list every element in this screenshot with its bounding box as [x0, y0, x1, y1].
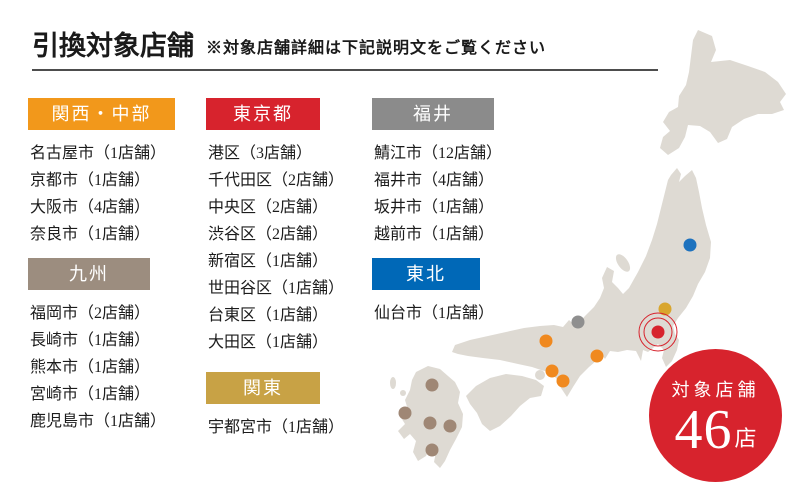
store-item: 仙台市（1店舗）	[374, 305, 495, 322]
region-header-kansai-chubu: 関西・中部	[28, 98, 175, 130]
map-marker	[539, 334, 553, 348]
map-marker	[651, 325, 665, 339]
store-item: 中央区（2店舗）	[208, 199, 329, 216]
map-marker	[423, 416, 437, 430]
store-item: 熊本市（1店舗）	[30, 359, 151, 376]
store-list-kyushu: 福岡市（2店舗） 長崎市（1店舗） 熊本市（1店舗） 宮崎市（1店舗） 鹿児島市（1店舗…	[30, 300, 178, 435]
map-sado-island	[615, 254, 631, 272]
store-item: 台東区（1店舗）	[208, 307, 329, 324]
region-section-kansai-chubu: 関西・中部 名古屋市（1店舗） 京都市（1店舗） 大阪市（4店舗） 奈良市（1店舗）	[28, 98, 178, 248]
map-marker	[683, 238, 697, 252]
region-section-tohoku: 東北 仙台市（1店舗）	[372, 258, 522, 327]
store-item: 新宿区（1店舗）	[208, 253, 329, 270]
total-badge-count-row: 46店	[649, 402, 782, 458]
store-item: 渋谷区（2店舗）	[208, 226, 329, 243]
store-item: 奈良市（1店舗）	[30, 226, 151, 243]
map-hokkaido	[660, 30, 786, 155]
store-item: 長崎市（1店舗）	[30, 332, 151, 349]
store-list-tokyo: 港区（3店舗） 千代田区（2店舗） 中央区（2店舗） 渋谷区（2店舗） 新宿区（1店舗）…	[208, 140, 371, 356]
map-tsushima-island	[390, 377, 396, 389]
region-section-kanto: 関東 宇都宮市（1店舗）	[206, 372, 371, 441]
store-list-kansai-chubu: 名古屋市（1店舗） 京都市（1店舗） 大阪市（4店舗） 奈良市（1店舗）	[30, 140, 178, 248]
map-awaji-island	[535, 370, 545, 380]
map-marker	[425, 443, 439, 457]
store-item: 千代田区（2店舗）	[208, 172, 345, 189]
store-item: 港区（3店舗）	[208, 145, 313, 162]
region-header-fukui: 福井	[372, 98, 494, 130]
total-badge: 対象店舗 46店	[649, 349, 782, 482]
store-item: 坂井市（1店舗）	[374, 199, 495, 216]
region-header-tohoku: 東北	[372, 258, 480, 290]
store-item: 福井市（4店舗）	[374, 172, 495, 189]
map-marker	[443, 419, 457, 433]
map-marker	[590, 349, 604, 363]
store-list-tohoku: 仙台市（1店舗）	[374, 300, 522, 327]
store-item: 名古屋市（1店舗）	[30, 145, 167, 162]
map-marker	[545, 364, 559, 378]
store-item: 京都市（1店舗）	[30, 172, 151, 189]
page-title-note: ※対象店舗詳細は下記説明文をご覧ください	[206, 40, 547, 57]
store-item: 大田区（1店舗）	[208, 334, 329, 351]
store-item: 鯖江市（12店舗）	[374, 145, 503, 162]
map-markers	[380, 20, 800, 500]
store-item: 大阪市（4店舗）	[30, 199, 151, 216]
title-row: 引換対象店舗 ※対象店舗詳細は下記説明文をご覧ください	[32, 24, 546, 63]
total-badge-label: 対象店舗	[671, 380, 760, 400]
region-header-kyushu: 九州	[28, 258, 150, 290]
page-title: 引換対象店舗	[32, 31, 194, 61]
map-marker-ripple-ring	[638, 312, 678, 352]
japan-map	[380, 20, 800, 500]
store-item: 世田谷区（1店舗）	[208, 280, 345, 297]
map-marker	[658, 302, 672, 316]
store-item: 福岡市（2店舗）	[30, 305, 151, 322]
map-iki-island	[400, 390, 406, 396]
region-section-fukui: 福井 鯖江市（12店舗） 福井市（4店舗） 坂井市（1店舗） 越前市（1店舗）	[372, 98, 522, 248]
store-list-kanto: 宇都宮市（1店舗）	[208, 414, 371, 441]
store-list-fukui: 鯖江市（12店舗） 福井市（4店舗） 坂井市（1店舗） 越前市（1店舗）	[374, 140, 522, 248]
map-marker	[398, 406, 412, 420]
region-section-kyushu: 九州 福岡市（2店舗） 長崎市（1店舗） 熊本市（1店舗） 宮崎市（1店舗） 鹿児島市（…	[28, 258, 178, 435]
store-item: 宮崎市（1店舗）	[30, 386, 151, 403]
store-item: 鹿児島市（1店舗）	[30, 413, 167, 430]
store-item: 越前市（1店舗）	[374, 226, 495, 243]
region-header-tokyo: 東京都	[206, 98, 320, 130]
region-header-kanto: 関東	[206, 372, 320, 404]
map-marker	[425, 378, 439, 392]
store-item: 宇都宮市（1店舗）	[208, 419, 345, 436]
total-badge-unit: 店	[734, 426, 757, 451]
total-badge-count: 46	[674, 399, 733, 461]
region-section-tokyo: 東京都 港区（3店舗） 千代田区（2店舗） 中央区（2店舗） 渋谷区（2店舗） 新宿区（…	[206, 98, 371, 356]
title-divider	[32, 69, 658, 71]
map-marker	[556, 374, 570, 388]
map-marker	[571, 315, 585, 329]
map-shikoku	[466, 374, 544, 431]
